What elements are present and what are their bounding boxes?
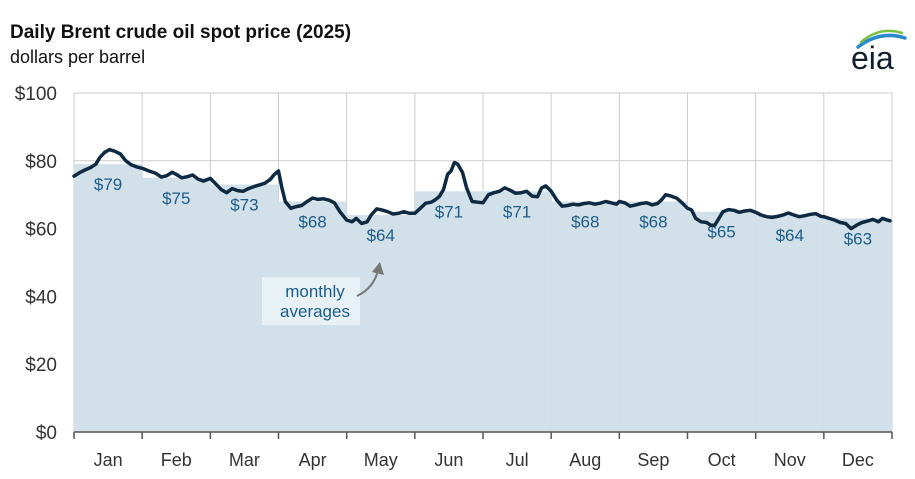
x-tick-label-oct: Oct bbox=[708, 450, 736, 470]
monthly-avg-label: $79 bbox=[94, 175, 122, 194]
monthly-avg-label: $68 bbox=[639, 212, 667, 231]
x-tick-label-aug: Aug bbox=[569, 450, 601, 470]
x-tick-label-sep: Sep bbox=[637, 450, 669, 470]
x-tick-label-apr: Apr bbox=[299, 450, 327, 470]
monthly-avg-bar bbox=[142, 177, 211, 432]
monthly-avg-bar bbox=[755, 215, 824, 432]
monthly-avg-label: $73 bbox=[230, 196, 258, 215]
monthly-avg-label: $75 bbox=[162, 189, 190, 208]
x-tick-label-dec: Dec bbox=[842, 450, 874, 470]
monthly-avg-label: $68 bbox=[298, 212, 326, 231]
annotation-line2: averages bbox=[280, 302, 350, 321]
x-tick-label-feb: Feb bbox=[161, 450, 192, 470]
monthly-avg-label: $71 bbox=[435, 202, 463, 221]
daily-price-line bbox=[72, 147, 892, 231]
monthly-avg-bar bbox=[483, 191, 552, 432]
annotation-background bbox=[262, 277, 360, 325]
y-tick-label-0: $0 bbox=[36, 423, 57, 444]
x-tick-label-jun: Jun bbox=[434, 450, 463, 470]
x-tick-label-nov: Nov bbox=[774, 450, 806, 470]
chart-title: Daily Brent crude oil spot price (2025) bbox=[10, 22, 352, 43]
daily-price-line-group bbox=[72, 147, 892, 231]
x-tick-label-jul: Jul bbox=[506, 450, 529, 470]
x-axis-labels: Jan Feb Mar Apr May Jun Jul Aug Sep Oct Nov Dec bbox=[94, 450, 874, 470]
monthly-avg-label: $68 bbox=[571, 212, 599, 231]
x-tick-label-jan: Jan bbox=[94, 450, 123, 470]
monthly-avg-label: $64 bbox=[776, 226, 804, 245]
eia-logo-text: eia bbox=[851, 40, 894, 76]
monthly-avg-bar bbox=[74, 164, 143, 432]
y-tick-label-2: $40 bbox=[25, 287, 57, 308]
axes bbox=[73, 431, 893, 439]
monthly-avg-label: $71 bbox=[503, 202, 531, 221]
monthly-avg-bar bbox=[619, 201, 688, 432]
annotation-line1: monthly bbox=[285, 282, 345, 301]
monthly-avg-label: $63 bbox=[844, 229, 872, 248]
monthly-avg-bar bbox=[823, 218, 892, 432]
monthly-avg-bar bbox=[551, 201, 620, 432]
y-axis-labels: $0 $20 $40 $60 $80 $100 bbox=[15, 84, 57, 444]
monthly-average-bars bbox=[74, 164, 892, 432]
chart-subtitle: dollars per barrel bbox=[10, 47, 146, 67]
eia-logo-icon bbox=[856, 29, 907, 49]
monthly-avg-bar bbox=[414, 191, 483, 432]
annotation: monthly averages bbox=[262, 262, 384, 325]
arrowhead-icon bbox=[372, 262, 384, 275]
x-tick-label-mar: Mar bbox=[229, 450, 260, 470]
y-tick-label-1: $20 bbox=[25, 355, 57, 376]
monthly-avg-bar bbox=[687, 211, 756, 432]
y-tick-label-4: $80 bbox=[25, 152, 57, 173]
monthly-average-labels: $79 $75 $73 $68 $64 $71 $71 $68 $68 $65 $64 $63 bbox=[94, 175, 872, 248]
y-tick-label-3: $60 bbox=[25, 220, 57, 241]
monthly-avg-label: $64 bbox=[367, 226, 395, 245]
x-tick-label-may: May bbox=[364, 450, 398, 470]
y-tick-label-5: $100 bbox=[15, 84, 57, 105]
monthly-avg-label: $65 bbox=[707, 223, 735, 242]
